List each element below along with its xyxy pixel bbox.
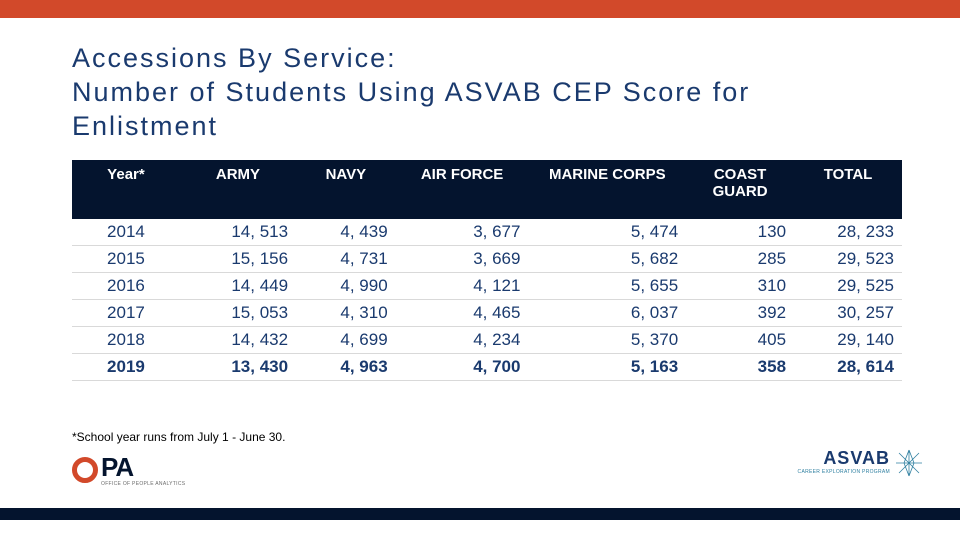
bottom-bar — [0, 508, 960, 520]
cell-navy: 4, 310 — [296, 299, 396, 326]
cell-army: 15, 156 — [180, 245, 296, 272]
cell-coastguard: 392 — [686, 299, 794, 326]
top-accent-bar — [0, 0, 960, 18]
cell-army: 14, 513 — [180, 219, 296, 246]
cell-year: 2018 — [72, 326, 180, 353]
table-header: Year* ARMY NAVY AIR FORCE MARINE CORPS C… — [72, 160, 902, 219]
opa-logo-text: PA — [101, 452, 185, 483]
cell-marinecorps: 5, 370 — [528, 326, 686, 353]
cell-navy: 4, 963 — [296, 353, 396, 380]
cell-airforce: 4, 234 — [396, 326, 529, 353]
col-army: ARMY — [180, 160, 296, 219]
accessions-table-wrap: Year* ARMY NAVY AIR FORCE MARINE CORPS C… — [72, 160, 902, 381]
cell-total: 29, 140 — [794, 326, 902, 353]
asvab-logo-text: ASVAB — [798, 448, 890, 469]
cell-army: 14, 449 — [180, 272, 296, 299]
cell-total: 28, 614 — [794, 353, 902, 380]
table-row: 201414, 5134, 4393, 6775, 47413028, 233 — [72, 219, 902, 246]
cell-airforce: 3, 677 — [396, 219, 529, 246]
table-row: 201814, 4324, 6994, 2345, 37040529, 140 — [72, 326, 902, 353]
cell-navy: 4, 731 — [296, 245, 396, 272]
footnote: *School year runs from July 1 - June 30. — [72, 430, 285, 444]
cell-year: 2017 — [72, 299, 180, 326]
title-line-1: Accessions By Service: — [72, 43, 397, 73]
table-body: 201414, 5134, 4393, 6775, 47413028, 2332… — [72, 219, 902, 381]
cell-year: 2015 — [72, 245, 180, 272]
col-navy: NAVY — [296, 160, 396, 219]
cell-total: 28, 233 — [794, 219, 902, 246]
cell-army: 14, 432 — [180, 326, 296, 353]
cell-year: 2019 — [72, 353, 180, 380]
cell-marinecorps: 5, 682 — [528, 245, 686, 272]
opa-circle-icon — [72, 457, 98, 483]
cell-marinecorps: 6, 037 — [528, 299, 686, 326]
col-coastguard: COAST GUARD — [686, 160, 794, 219]
col-total: TOTAL — [794, 160, 902, 219]
cell-airforce: 3, 669 — [396, 245, 529, 272]
cell-army: 15, 053 — [180, 299, 296, 326]
cell-year: 2014 — [72, 219, 180, 246]
cell-airforce: 4, 700 — [396, 353, 529, 380]
title-line-2: Number of Students Using ASVAB CEP Score… — [72, 77, 750, 141]
cell-airforce: 4, 465 — [396, 299, 529, 326]
table-row: 201913, 4304, 9634, 7005, 16335828, 614 — [72, 353, 902, 380]
asvab-logo-subtext: CAREER EXPLORATION PROGRAM — [798, 469, 890, 475]
cell-navy: 4, 699 — [296, 326, 396, 353]
cell-coastguard: 130 — [686, 219, 794, 246]
opa-text-block: PA OFFICE OF PEOPLE ANALYTICS — [101, 452, 185, 487]
cell-navy: 4, 990 — [296, 272, 396, 299]
cell-marinecorps: 5, 474 — [528, 219, 686, 246]
cell-marinecorps: 5, 163 — [528, 353, 686, 380]
col-marinecorps: MARINE CORPS — [528, 160, 686, 219]
table-row: 201515, 1564, 7313, 6695, 68228529, 523 — [72, 245, 902, 272]
cell-airforce: 4, 121 — [396, 272, 529, 299]
table-row: 201715, 0534, 3104, 4656, 03739230, 257 — [72, 299, 902, 326]
cell-coastguard: 285 — [686, 245, 794, 272]
cell-marinecorps: 5, 655 — [528, 272, 686, 299]
slide: Accessions By Service: Number of Student… — [0, 0, 960, 540]
cell-coastguard: 405 — [686, 326, 794, 353]
asvab-star-icon — [894, 448, 924, 478]
cell-total: 30, 257 — [794, 299, 902, 326]
cell-total: 29, 523 — [794, 245, 902, 272]
opa-logo-subtext: OFFICE OF PEOPLE ANALYTICS — [101, 481, 185, 487]
col-airforce: AIR FORCE — [396, 160, 529, 219]
col-year: Year* — [72, 160, 180, 219]
cell-total: 29, 525 — [794, 272, 902, 299]
slide-title: Accessions By Service: Number of Student… — [72, 42, 902, 143]
cell-coastguard: 358 — [686, 353, 794, 380]
accessions-table: Year* ARMY NAVY AIR FORCE MARINE CORPS C… — [72, 160, 902, 381]
cell-year: 2016 — [72, 272, 180, 299]
cell-navy: 4, 439 — [296, 219, 396, 246]
opa-logo: PA OFFICE OF PEOPLE ANALYTICS — [72, 452, 185, 487]
table-row: 201614, 4494, 9904, 1215, 65531029, 525 — [72, 272, 902, 299]
cell-army: 13, 430 — [180, 353, 296, 380]
cell-coastguard: 310 — [686, 272, 794, 299]
asvab-logo: ASVAB CAREER EXPLORATION PROGRAM — [798, 448, 890, 475]
